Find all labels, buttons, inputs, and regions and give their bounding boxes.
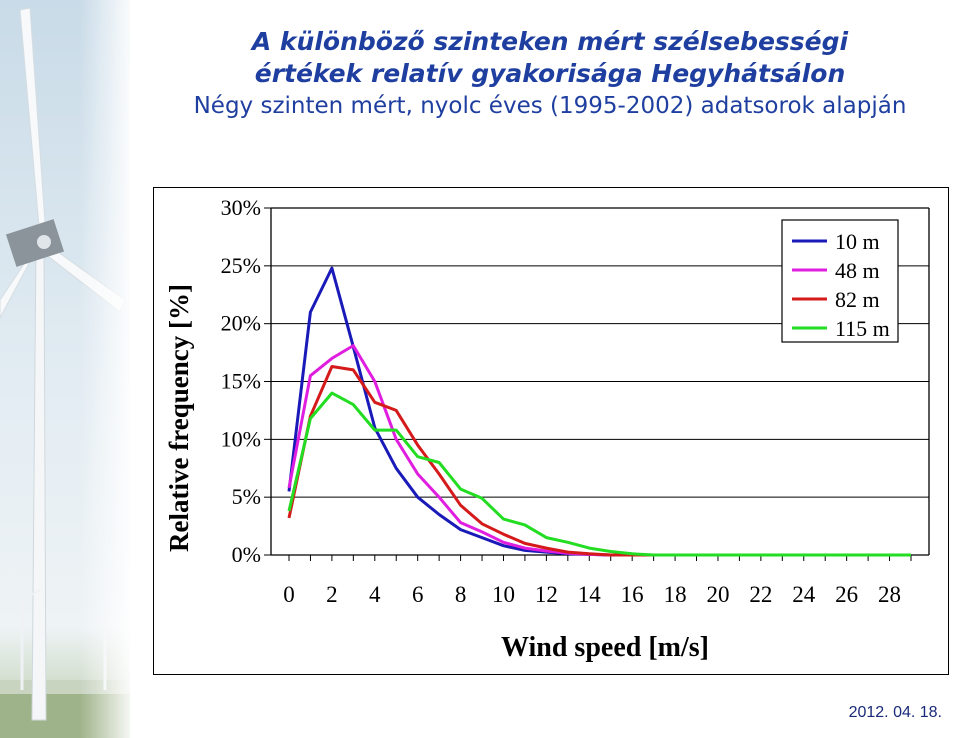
- y-tick-label: 25%: [221, 253, 261, 278]
- x-tick-label: 26: [835, 582, 858, 607]
- chart-canvas: 0%5%10%15%20%25%30% 0 2 4 6 8 10 12 14 16 18 20 22 2…: [164, 195, 930, 663]
- legend-entry-label: 82 m: [835, 287, 880, 312]
- date-label: 2012. 04. 18.: [848, 704, 942, 721]
- x-tick-label: 22: [749, 582, 772, 607]
- wind-turbine-background-photo: [0, 0, 130, 738]
- x-tick-label: 4: [369, 582, 381, 607]
- title-block: A különböző szinteken mért szélsebességi…: [150, 26, 950, 122]
- x-tick-label: 0: [283, 582, 295, 607]
- legend-entry-label: 48 m: [835, 258, 880, 283]
- series-lines: [287, 266, 911, 557]
- x-tick-label: 18: [664, 582, 687, 607]
- chart-frame: 0% 5% 10% 15% 20% 25% 30% 0 2 4 6 8 10 12 14 16 18 20 22 2…: [153, 187, 949, 675]
- legend-entry-label: 115 m: [835, 316, 890, 341]
- legend: 10 m 48 m 82 m 115 m: [781, 219, 899, 343]
- series-line-115m: [287, 391, 911, 557]
- x-tick-label: 24: [792, 582, 816, 607]
- series-line-82m: [287, 365, 911, 557]
- legend-entry-label: 10 m: [835, 229, 880, 254]
- chart-subtitle: Négy szinten mért, nyolc éves (1995-2002…: [193, 93, 907, 119]
- x-tick-label: 6: [412, 582, 424, 607]
- y-axis-label: Relative frequency [%]: [164, 284, 194, 552]
- y-tick-label: 15%: [221, 369, 261, 394]
- chart-title-line-1: A különböző szinteken mért szélsebességi: [251, 27, 849, 56]
- chart-title-line-2: értékek relatív gyakorisága Hegyhátsálon: [254, 59, 846, 88]
- y-tick-label: 5%: [232, 484, 261, 509]
- x-tick-label: 16: [621, 582, 644, 607]
- series-line-48m: [287, 344, 911, 557]
- x-tick-label: 2: [326, 582, 338, 607]
- x-tick-labels: 0 2 4 6 8 10 12 14 16 18 20 22 24 26 28: [283, 582, 901, 607]
- x-tick-label: 28: [878, 582, 901, 607]
- x-tick-label: 14: [578, 582, 602, 607]
- y-tick-labels: 0% 5% 10% 15% 20% 25% 30%: [221, 195, 261, 567]
- y-tick-label: 30%: [221, 195, 261, 220]
- x-tick-label: 8: [455, 582, 467, 607]
- x-tick-label: 20: [706, 582, 729, 607]
- y-tick-label: 10%: [221, 426, 261, 451]
- x-tick-label: 10: [492, 582, 515, 607]
- x-axis-label: Wind speed [m/s]: [501, 632, 709, 663]
- y-tick-label: 0%: [232, 542, 261, 567]
- y-tick-label: 20%: [221, 311, 261, 336]
- x-tick-label: 12: [535, 582, 558, 607]
